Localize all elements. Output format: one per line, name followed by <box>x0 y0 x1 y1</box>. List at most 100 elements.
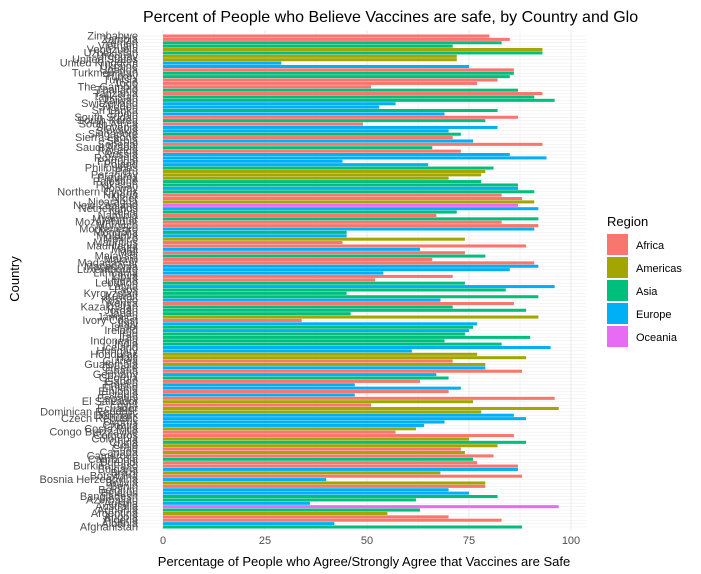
bar <box>163 146 433 150</box>
bar <box>163 48 543 52</box>
bar <box>163 241 343 245</box>
y-tick-labels: ZimbabweZambiaYemenVietnamVenezuelaUzbek… <box>40 31 139 534</box>
bar <box>163 359 453 363</box>
bar <box>163 281 465 285</box>
y-tick-label: Botswana <box>90 471 139 483</box>
y-tick-label: Argentina <box>91 508 139 520</box>
legend-swatch <box>607 303 628 324</box>
y-tick-label: Pakistan <box>96 179 138 191</box>
bar <box>163 54 457 58</box>
y-tick-label: Honduras <box>90 349 138 361</box>
y-tick-label: Zambia <box>101 34 139 46</box>
y-tick-label: Costa Rica <box>84 423 139 435</box>
bar <box>163 318 302 322</box>
bar <box>163 152 510 157</box>
y-tick-label: Thailand <box>96 85 138 97</box>
bar <box>163 230 347 234</box>
y-tick-label: Nigeria <box>103 190 139 202</box>
x-tick-label: 0 <box>160 535 166 547</box>
y-tick-label: Croatia <box>103 420 139 432</box>
bar <box>163 376 449 380</box>
bar <box>163 346 551 350</box>
bar <box>163 522 335 526</box>
y-tick-label: Chad <box>112 444 138 456</box>
y-tick-label: Cameroon <box>87 450 138 462</box>
y-tick-label: France <box>104 379 138 391</box>
x-tick-label: 25 <box>259 535 271 547</box>
y-tick-label: Dominican Republic <box>40 406 138 418</box>
bar-series <box>163 34 559 529</box>
legend-swatch <box>607 326 628 347</box>
y-tick-label: Ecuador <box>97 403 138 415</box>
bar <box>163 349 412 353</box>
bar <box>163 488 449 492</box>
y-tick-label: El Salvador <box>82 396 139 408</box>
bar <box>163 132 461 136</box>
y-tick-label: Iceland <box>103 342 138 354</box>
y-tick-label: Ethiopia <box>98 386 139 398</box>
bar <box>163 390 449 394</box>
bar <box>163 515 449 519</box>
bar <box>163 369 523 373</box>
bar <box>163 112 445 116</box>
y-tick-label: Romania <box>94 152 139 164</box>
y-tick-label: South Sudan <box>74 112 138 124</box>
bar <box>163 186 518 190</box>
bar <box>163 420 445 424</box>
y-tick-label: Malta <box>111 244 139 256</box>
bar <box>163 474 523 478</box>
y-tick-label: Czech Republic <box>61 413 139 425</box>
y-tick-label: Saudi Arabia <box>76 142 139 154</box>
legend-label: Europe <box>636 309 671 321</box>
bar <box>163 139 474 143</box>
y-tick-label: Taiwan <box>104 95 138 107</box>
y-tick-label: Austria <box>104 498 139 510</box>
bar <box>163 406 559 411</box>
y-tick-label: Congo Brazzaville <box>49 427 138 439</box>
bar <box>163 180 482 184</box>
bar <box>163 200 535 204</box>
y-tick-label: Singapore <box>88 129 138 141</box>
x-tick-label: 50 <box>361 535 373 547</box>
bar <box>163 410 482 414</box>
y-tick-label: Northern Cyprus <box>57 186 138 198</box>
bar <box>163 227 535 231</box>
bar <box>163 457 474 461</box>
bar <box>163 136 453 140</box>
bar <box>163 434 514 438</box>
bar <box>163 37 510 41</box>
bar <box>163 183 518 187</box>
bar <box>163 264 539 268</box>
bar <box>163 190 535 194</box>
bar <box>163 413 514 417</box>
bar <box>163 115 518 119</box>
y-tick-label: Malaysia <box>95 251 139 263</box>
legend-label: Oceania <box>636 332 678 344</box>
y-tick-label: Kyrgyzstan <box>84 288 138 300</box>
y-axis-title: Country <box>7 256 22 302</box>
bar <box>163 75 510 79</box>
bar <box>163 393 355 397</box>
y-tick-label: Israel <box>111 322 138 334</box>
y-tick-label: United States <box>72 54 139 66</box>
bar <box>163 197 523 201</box>
bar <box>163 339 445 343</box>
y-tick-label: Lebanon <box>95 278 138 290</box>
y-tick-label: Cambodia <box>88 454 139 466</box>
bar <box>163 98 555 102</box>
y-tick-label: Hungary <box>96 345 138 357</box>
legend-label: Asia <box>636 286 658 298</box>
y-tick-label: Malawi <box>104 254 138 266</box>
bar <box>163 261 535 265</box>
bar <box>163 430 396 434</box>
y-tick-label: Morocco <box>96 220 138 232</box>
bar <box>163 125 498 129</box>
y-tick-label: Gabon <box>105 376 138 388</box>
y-tick-label: Libya <box>112 271 139 283</box>
bar <box>163 427 416 431</box>
y-tick-label: Ivory Coast <box>82 315 138 327</box>
bar <box>163 149 461 153</box>
bar <box>163 508 421 512</box>
y-tick-label: Belarus <box>101 488 139 500</box>
y-tick-label: Mozambique <box>75 217 138 229</box>
